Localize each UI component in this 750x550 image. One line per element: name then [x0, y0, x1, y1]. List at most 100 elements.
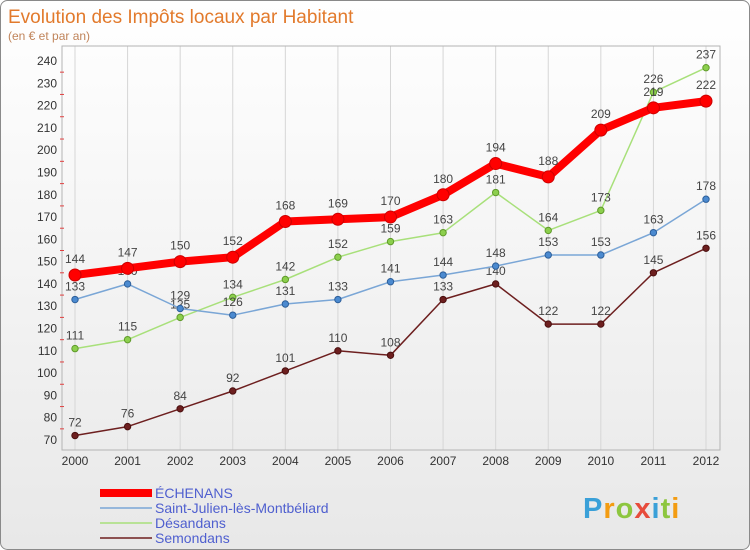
y-tick-label: 110 — [38, 344, 57, 358]
x-tick-label: 2008 — [482, 454, 509, 468]
data-label-echenans: 222 — [696, 78, 716, 92]
data-label-desandans: 181 — [486, 173, 506, 187]
y-tick-label: 240 — [37, 54, 57, 68]
data-point-semondans — [491, 280, 500, 288]
axis-labels: 2000 2001 2002 2003 2004 2005 2006 2007 2008 2009… — [37, 54, 720, 468]
data-point-saint-julien-les-montbeliard — [649, 228, 658, 237]
y-tick-label: 90 — [44, 388, 58, 402]
data-label-echenans: 188 — [538, 154, 558, 168]
data-point-semondans — [597, 320, 605, 328]
data-label-desandans: 111 — [66, 329, 85, 343]
y-tick-label: 100 — [37, 366, 57, 380]
data-point-saint-julien-les-montbeliard — [491, 262, 500, 270]
data-point-desandans — [229, 293, 237, 302]
x-tick-label: 2000 — [62, 454, 89, 468]
data-point-echenans — [541, 170, 555, 184]
data-point-saint-julien-les-montbeliard — [176, 304, 184, 313]
legend-label-desandans: Désandans — [155, 515, 226, 531]
data-label-semondans: 122 — [538, 304, 558, 318]
data-label-desandans: 159 — [380, 222, 400, 236]
y-tick-label: 130 — [37, 299, 57, 313]
data-label-saint-julien-les-montbeliard: 144 — [433, 255, 453, 269]
y-tick-label: 200 — [37, 143, 57, 157]
logo-letter: x — [634, 493, 651, 525]
data-label-desandans: 237 — [696, 48, 716, 62]
data-point-echenans — [68, 268, 82, 282]
data-label-echenans: 152 — [223, 234, 243, 248]
x-tick-label: 2002 — [167, 454, 194, 468]
logo-letter: i — [671, 493, 680, 525]
data-label-echenans: 144 — [65, 252, 85, 266]
data-point-saint-julien-les-montbeliard — [123, 280, 132, 288]
y-tick-label: 70 — [44, 433, 58, 447]
data-label-semondans: 110 — [328, 331, 347, 345]
data-point-semondans — [702, 244, 710, 252]
data-point-semondans — [649, 269, 658, 277]
data-point-saint-julien-les-montbeliard — [71, 295, 79, 304]
data-label-desandans: 115 — [118, 320, 137, 334]
series-echenans: 144 147 150 152 168 169 170 180 194 188 209 219 222 — [65, 78, 716, 282]
x-tick-label: 2006 — [377, 454, 404, 468]
data-point-desandans — [334, 253, 342, 261]
data-point-saint-julien-les-montbeliard — [386, 278, 395, 286]
logo-letter: t — [661, 493, 672, 525]
data-point-saint-julien-les-montbeliard — [439, 271, 447, 279]
data-point-saint-julien-les-montbeliard — [702, 195, 710, 203]
data-label-semondans: 108 — [380, 335, 400, 349]
data-point-desandans — [439, 228, 447, 237]
x-tick-label: 2007 — [430, 454, 457, 468]
data-point-desandans — [386, 237, 395, 246]
data-label-echenans: 194 — [486, 141, 506, 155]
data-label-echenans: 147 — [118, 245, 138, 259]
data-point-echenans — [646, 101, 660, 115]
data-label-desandans: 226 — [643, 72, 663, 86]
data-label-saint-julien-les-montbeliard: 153 — [591, 235, 611, 249]
data-label-semondans: 145 — [643, 253, 663, 267]
data-label-desandans: 142 — [275, 259, 295, 273]
data-point-semondans — [71, 431, 79, 440]
data-label-echenans: 209 — [591, 107, 611, 121]
data-point-desandans — [649, 88, 658, 96]
data-label-semondans: 84 — [173, 389, 187, 403]
y-tick-label: 140 — [37, 277, 57, 291]
data-label-echenans: 169 — [328, 196, 348, 210]
y-tick-label: 220 — [37, 99, 57, 113]
data-point-desandans — [491, 188, 500, 197]
chart-subtitle: (en € et par an) — [8, 29, 90, 43]
data-label-saint-julien-les-montbeliard: 153 — [538, 235, 558, 249]
data-label-saint-julien-les-montbeliard: 141 — [380, 262, 400, 276]
data-label-saint-julien-les-montbeliard: 178 — [696, 179, 716, 193]
data-label-desandans: 152 — [328, 237, 348, 251]
data-point-echenans — [436, 188, 450, 202]
data-label-echenans: 150 — [170, 239, 190, 253]
data-point-semondans — [544, 320, 552, 328]
data-point-semondans — [176, 405, 184, 413]
x-tick-label: 2011 — [641, 454, 667, 468]
y-tick-label: 160 — [37, 232, 57, 246]
data-label-desandans: 164 — [538, 210, 558, 224]
x-tick-label: 2012 — [693, 454, 720, 468]
legend-label-echenans: ÉCHENANS — [155, 485, 233, 501]
x-tick-label: 2001 — [114, 454, 141, 468]
data-label-saint-julien-les-montbeliard: 163 — [643, 213, 663, 227]
data-label-saint-julien-les-montbeliard: 129 — [170, 288, 190, 302]
data-label-desandans: 125 — [170, 297, 190, 311]
y-tick-label: 230 — [37, 76, 57, 90]
data-point-echenans — [173, 255, 187, 269]
x-tick-label: 2004 — [272, 454, 299, 468]
data-point-echenans — [226, 250, 240, 264]
data-point-echenans — [594, 123, 608, 137]
data-label-saint-julien-les-montbeliard: 133 — [65, 280, 85, 294]
y-tick-label: 190 — [37, 165, 57, 179]
logo-letter: P — [583, 493, 603, 525]
series-saint-julien-les-montbeliard: 133140129126131133141144148153153163178 — [65, 179, 716, 319]
data-point-desandans — [702, 63, 710, 72]
y-tick-label: 150 — [37, 255, 57, 269]
legend-label-saint-julien-les-montbeliard: Saint-Julien-lès-Montbéliard — [155, 500, 329, 516]
data-point-saint-julien-les-montbeliard — [597, 251, 605, 259]
y-tick-label: 210 — [37, 121, 57, 135]
data-label-echenans: 219 — [643, 85, 663, 99]
data-point-desandans — [176, 313, 184, 322]
